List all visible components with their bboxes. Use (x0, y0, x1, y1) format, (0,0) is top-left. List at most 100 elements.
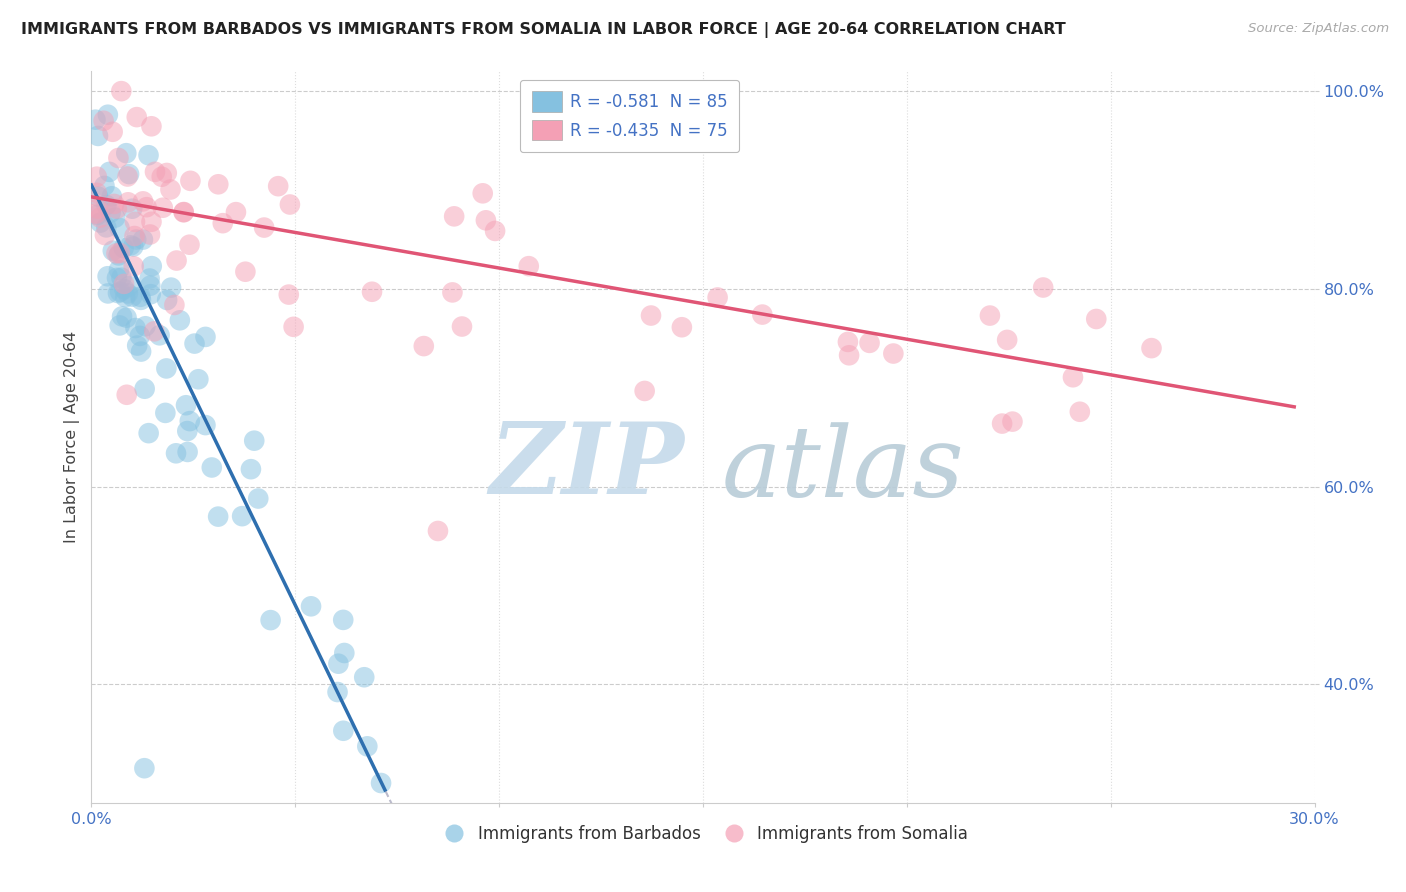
Point (124, 229, 146, 244)
Point (108, 246, 131, 260)
Text: IMMIGRANTS FROM BARBADOS VS IMMIGRANTS FROM SOMALIA IN LABOR FORCE | AGE 20-64 C: IMMIGRANTS FROM BARBADOS VS IMMIGRANTS F… (21, 22, 1066, 38)
Point (108, 263, 131, 277)
Point (129, 290, 152, 304)
Point (995, 333, 1018, 347)
Point (194, 418, 217, 433)
Point (127, 338, 149, 352)
Point (104, 211, 127, 225)
Point (176, 445, 198, 459)
Point (139, 287, 162, 301)
Point (125, 233, 148, 247)
Text: atlas: atlas (721, 422, 965, 517)
Point (267, 179, 290, 194)
Point (225, 205, 247, 219)
Point (84, 112, 107, 127)
Point (1069, 405, 1091, 419)
Point (141, 120, 163, 134)
Point (118, 167, 141, 181)
Point (100, 189, 122, 203)
Point (129, 329, 152, 343)
Point (441, 285, 464, 300)
Point (122, 259, 145, 273)
Text: Source: ZipAtlas.com: Source: ZipAtlas.com (1249, 22, 1389, 36)
Point (132, 194, 155, 209)
Point (353, 670, 375, 684)
Point (97, 108, 120, 122)
Point (328, 657, 350, 671)
Point (118, 279, 141, 293)
Point (179, 414, 201, 428)
Point (259, 613, 281, 627)
Point (134, 382, 156, 396)
Point (93, 113, 115, 128)
Point (117, 286, 139, 301)
Point (239, 462, 262, 476)
Point (94, 228, 117, 243)
Y-axis label: In Labor Force | Age 20-64: In Labor Force | Age 20-64 (65, 331, 80, 543)
Point (129, 293, 152, 307)
Point (427, 524, 450, 538)
Point (165, 446, 187, 460)
Point (1062, 370, 1084, 384)
Point (120, 238, 142, 252)
Point (160, 280, 183, 294)
Point (1001, 415, 1024, 429)
Point (117, 195, 139, 210)
Point (166, 253, 188, 268)
Point (97, 286, 120, 301)
Point (86, 169, 108, 184)
Point (143, 324, 166, 338)
Point (484, 224, 506, 238)
Point (207, 509, 229, 524)
Point (173, 205, 195, 219)
Point (201, 460, 224, 475)
Point (370, 776, 392, 790)
Point (101, 244, 124, 258)
Point (105, 202, 128, 216)
Point (135, 200, 157, 214)
Point (278, 197, 301, 211)
Point (108, 285, 131, 299)
Point (155, 406, 177, 420)
Point (247, 491, 270, 506)
Point (356, 739, 378, 754)
Point (124, 215, 146, 229)
Point (253, 220, 276, 235)
Point (152, 201, 174, 215)
Point (134, 761, 156, 775)
Point (1140, 341, 1163, 355)
Point (115, 310, 138, 325)
Point (134, 319, 156, 334)
Point (110, 270, 132, 285)
Point (143, 165, 166, 179)
Point (96, 220, 118, 235)
Point (235, 265, 257, 279)
Point (124, 321, 146, 335)
Point (101, 125, 124, 139)
Point (163, 298, 186, 312)
Point (1085, 312, 1108, 326)
Point (361, 285, 384, 299)
Point (115, 146, 138, 161)
Point (277, 287, 299, 301)
Point (243, 434, 266, 448)
Point (114, 290, 136, 304)
Point (858, 335, 880, 350)
Point (837, 334, 859, 349)
Point (87, 128, 110, 143)
Point (89, 216, 111, 230)
Point (671, 320, 693, 334)
Point (194, 330, 217, 344)
Point (174, 398, 197, 412)
Point (93, 178, 115, 193)
Point (640, 309, 662, 323)
Point (87, 189, 110, 203)
Point (332, 613, 354, 627)
Point (169, 313, 191, 327)
Point (882, 346, 904, 360)
Point (333, 646, 356, 660)
Point (991, 417, 1014, 431)
Point (117, 169, 139, 184)
Point (751, 308, 773, 322)
Point (129, 344, 152, 359)
